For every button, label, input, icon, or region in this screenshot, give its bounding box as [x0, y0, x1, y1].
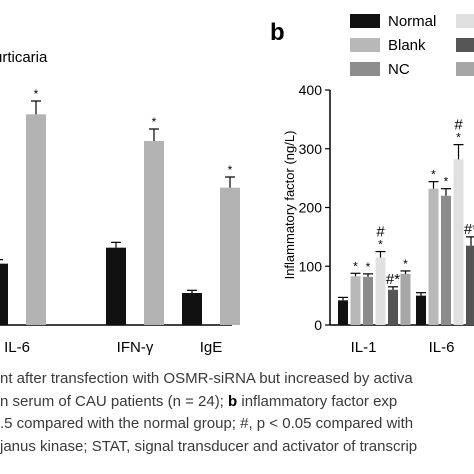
y-tick-label: 100	[299, 258, 323, 274]
y-tick-label: 0	[314, 317, 322, 333]
caption-line-1: nt after transfection with OSMR-siRNA bu…	[0, 370, 413, 387]
figure-caption: nt after transfection with OSMR-siRNA bu…	[0, 368, 474, 474]
significance-mark: *	[34, 87, 39, 101]
significance-mark: *	[366, 260, 371, 274]
bar-il-6-s4	[466, 245, 474, 325]
legend-swatch	[456, 14, 474, 28]
bar-il-6-s3	[453, 159, 464, 325]
x-tick-label: IL-6	[429, 339, 455, 356]
legend-label: Blank	[388, 37, 426, 54]
legend-swatch	[350, 14, 380, 28]
legend-swatch	[350, 38, 380, 52]
bar-ige-1	[220, 187, 240, 325]
x-tick-label: IL-6	[4, 339, 30, 356]
significance-mark: #*	[386, 271, 400, 288]
bar-il-6-s0	[416, 295, 426, 325]
bar-ige-0	[182, 293, 202, 325]
chart-panel-a: urticaria * IL-6 * IFN-γ * IgE	[0, 49, 240, 356]
bar-il-1-s3	[375, 257, 386, 325]
significance-mark: *	[378, 238, 383, 252]
significance-mark: #	[454, 117, 463, 134]
significance-mark: *	[444, 175, 449, 189]
bar-ifn-γ-0	[106, 247, 126, 325]
bar-il-6-s2	[441, 195, 451, 325]
bar-il-1-s2	[363, 276, 373, 325]
panel-a-title: urticaria	[0, 49, 48, 66]
x-tick-label: IL-1	[351, 339, 377, 356]
y-tick-label: 200	[299, 200, 323, 216]
x-tick-label: IgE	[200, 339, 223, 356]
y-tick-label: 300	[299, 141, 323, 157]
significance-mark: #	[376, 224, 385, 241]
y-tick-label: 400	[299, 82, 323, 98]
significance-mark: *	[353, 259, 358, 273]
legend-label: Normal	[388, 13, 436, 30]
significance-mark: *	[456, 131, 461, 145]
caption-text: inflammatory factor exp	[237, 392, 398, 410]
significance-mark: *	[152, 115, 157, 129]
caption-line-2: n serum of CAU patients (n = 24); b infl…	[0, 391, 474, 414]
legend-swatch	[456, 62, 474, 76]
caption-line-4: janus kinase; STAT, signal transducer an…	[0, 437, 418, 455]
x-tick-label: IFN-γ	[117, 339, 154, 356]
figure-panels: urticaria * IL-6 * IFN-γ * IgE b Inflammatory…	[0, 13, 474, 356]
bar-il-6-s1	[428, 188, 439, 325]
bar-il-1-s1	[350, 276, 361, 325]
legend-label: NC	[388, 61, 410, 78]
significance-mark: *	[431, 168, 436, 182]
bar-il-1-s4	[388, 289, 398, 325]
significance-mark: *	[228, 163, 233, 177]
panel-b-label: b	[270, 19, 285, 46]
chart-panel-b: b Inflammatory factor (ng/L) 0 100 200 300 4…	[270, 13, 474, 356]
caption-text: n serum of CAU patients (n = 24);	[0, 392, 229, 410]
bar-il-6-1	[26, 114, 46, 325]
significance-mark: #*	[464, 221, 474, 238]
bar-il-6-0	[0, 263, 8, 325]
bar-il-1-s5	[400, 273, 411, 325]
significance-mark: *	[403, 257, 408, 271]
panel-b-y-axis-label: Inflammatory factor (ng/L)	[282, 131, 297, 280]
legend-swatch	[456, 38, 474, 52]
caption-line-3: .5 compared with the normal group; #, p …	[0, 415, 414, 432]
bar-ifn-γ-1	[144, 141, 164, 325]
bar-il-1-s0	[338, 300, 348, 325]
legend-swatch	[350, 62, 380, 76]
caption-panel-ref: b	[228, 392, 238, 410]
